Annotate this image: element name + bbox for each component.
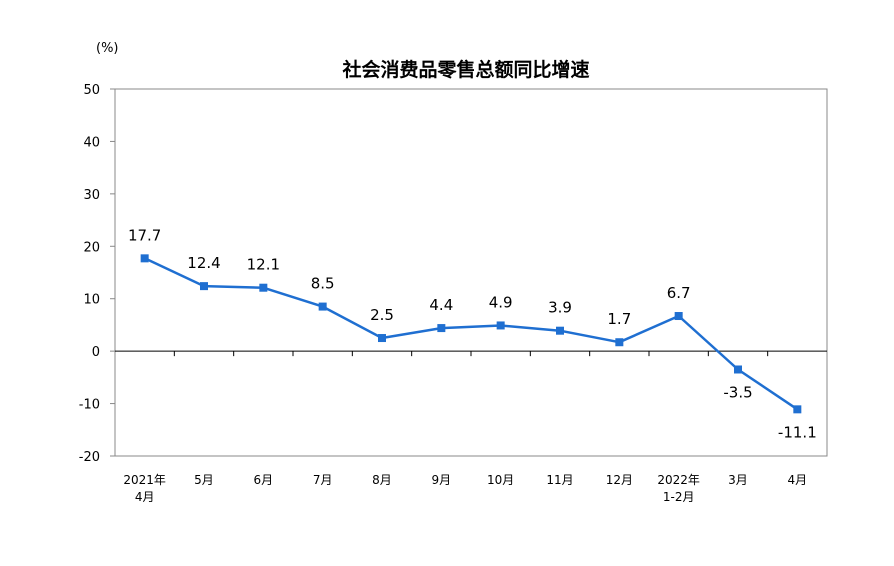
- data-label: 12.4: [187, 254, 220, 272]
- series-line: [144, 257, 798, 411]
- data-point-marker: [674, 312, 683, 321]
- x-tick-label: 6月: [254, 473, 274, 487]
- x-tick-label: 5月: [194, 473, 214, 487]
- data-label: 17.7: [128, 226, 161, 244]
- x-tick-label: 2021年 4月: [123, 473, 166, 504]
- x-tick-label: 8月: [372, 473, 392, 487]
- data-point-marker: [496, 321, 505, 330]
- y-tick-label: 50: [83, 83, 100, 98]
- data-point-marker: [437, 324, 446, 333]
- data-label: -3.5: [723, 383, 752, 401]
- y-tick-label: 40: [83, 135, 100, 150]
- data-label: 3.9: [548, 299, 572, 317]
- plot-area-frame: [114, 88, 828, 457]
- data-point-marker: [140, 254, 149, 263]
- y-tick-label: -20: [79, 450, 100, 465]
- data-point-marker: [615, 338, 624, 347]
- x-tick-label: 9月: [432, 473, 452, 487]
- data-label: 6.7: [667, 284, 691, 302]
- data-label: 4.9: [489, 293, 513, 311]
- x-tick-label: 11月: [546, 473, 573, 487]
- x-tick-label: 2022年 1-2月: [657, 473, 700, 504]
- y-unit-label: (%): [96, 41, 119, 56]
- data-point-marker: [200, 282, 208, 291]
- data-label: 2.5: [370, 306, 394, 324]
- y-tick-label: -10: [79, 398, 100, 413]
- y-tick-label: 0: [92, 345, 100, 360]
- data-label: -11.1: [778, 423, 817, 441]
- chart-title: 社会消费品零售总额同比增速: [341, 58, 589, 81]
- data-point-marker: [793, 405, 802, 414]
- x-tick-label: 4月: [788, 473, 808, 487]
- x-tick-label: 12月: [606, 473, 633, 487]
- data-point-marker: [734, 365, 742, 374]
- data-label: 4.4: [429, 296, 453, 314]
- x-tick-label: 10月: [487, 473, 514, 487]
- x-tick-label: 3月: [728, 473, 748, 487]
- y-tick-label: 20: [83, 240, 100, 255]
- y-tick-label: 30: [83, 188, 100, 203]
- data-label: 8.5: [311, 275, 335, 293]
- data-point-marker: [259, 283, 268, 292]
- data-point-marker: [378, 334, 386, 343]
- data-label: 1.7: [607, 310, 631, 328]
- x-tick-label: 7月: [313, 473, 333, 487]
- data-point-marker: [556, 326, 564, 335]
- data-label: 12.1: [247, 256, 280, 274]
- data-point-marker: [318, 302, 327, 311]
- y-tick-label: 10: [83, 293, 100, 308]
